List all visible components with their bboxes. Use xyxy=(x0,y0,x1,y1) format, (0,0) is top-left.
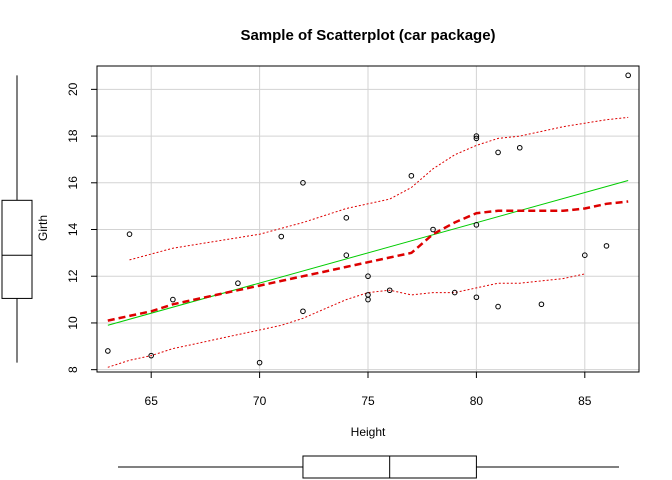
data-point xyxy=(148,352,154,359)
data-point xyxy=(473,133,480,139)
data-point xyxy=(343,252,350,259)
data-point xyxy=(365,273,371,280)
regression-line-group xyxy=(107,179,629,326)
y-tick-label: 8 xyxy=(66,366,80,373)
data-point xyxy=(300,308,306,315)
data-point xyxy=(625,72,631,79)
x-marginal-boxplot xyxy=(118,455,619,479)
x-tick-label: 65 xyxy=(145,394,159,408)
data-point xyxy=(473,222,480,228)
y-tick-label: 18 xyxy=(66,129,80,143)
x-tick-label: 80 xyxy=(470,394,484,408)
data-point xyxy=(451,289,458,296)
data-point xyxy=(343,215,350,221)
grid-lines xyxy=(97,66,639,372)
y-box-iqr xyxy=(1,199,33,299)
data-point xyxy=(300,179,306,186)
x-tick-label: 75 xyxy=(361,394,375,408)
y-tick-label: 20 xyxy=(66,82,80,96)
data-point xyxy=(170,296,176,303)
data-point xyxy=(538,301,545,308)
smoother-line-group xyxy=(107,200,629,322)
x-axis: 65 70 75 80 85 xyxy=(145,371,592,408)
upper-spread-line xyxy=(129,116,629,261)
chart-title: Sample of Scatterplot (car package) xyxy=(240,27,495,44)
data-point xyxy=(495,149,501,156)
data-point xyxy=(256,359,263,366)
y-axis: 8 10 12 14 16 18 20 xyxy=(66,82,98,373)
data-point xyxy=(516,144,523,151)
y-axis-label: Girth xyxy=(36,215,50,241)
data-points xyxy=(105,72,631,366)
y-marginal-boxplot xyxy=(1,75,33,363)
y-tick-label: 10 xyxy=(66,316,80,330)
x-axis-label: Height xyxy=(351,425,386,439)
data-point xyxy=(603,243,610,249)
data-point xyxy=(126,231,133,237)
confidence-bands xyxy=(107,116,629,368)
y-tick-label: 14 xyxy=(66,223,80,237)
y-tick-label: 16 xyxy=(66,176,80,190)
data-point xyxy=(278,233,285,240)
regression-line xyxy=(107,179,629,326)
data-point xyxy=(105,348,111,354)
x-tick-label: 85 xyxy=(578,394,592,408)
data-point xyxy=(430,226,436,233)
data-point xyxy=(408,172,415,179)
x-tick-label: 70 xyxy=(253,394,267,408)
loess-smoother-line xyxy=(107,200,629,322)
y-tick-label: 12 xyxy=(66,269,80,283)
data-point xyxy=(473,135,480,142)
lower-spread-line xyxy=(107,273,585,368)
data-point xyxy=(365,296,371,303)
data-point xyxy=(235,280,241,287)
data-point xyxy=(495,303,501,310)
data-point xyxy=(386,287,393,294)
data-point xyxy=(582,252,588,259)
data-point xyxy=(473,294,480,301)
